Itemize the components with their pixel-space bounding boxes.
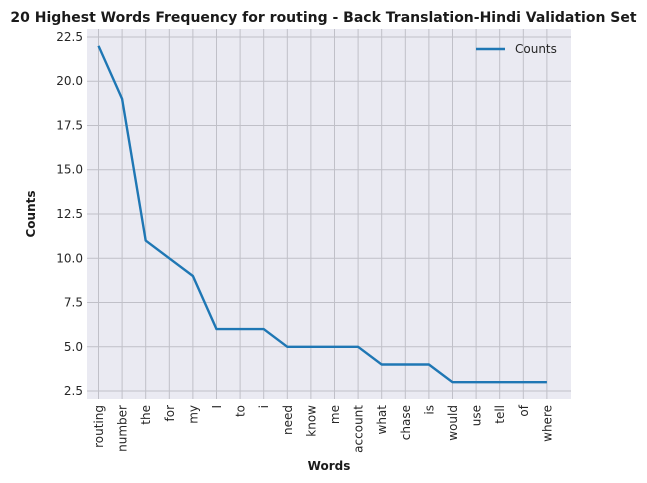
y-tick-label: 22.5: [56, 30, 83, 44]
y-tick-label: 20.0: [56, 74, 83, 88]
series-line-counts: [97, 45, 547, 384]
x-tick-label: where: [540, 405, 554, 442]
x-tick-label: the: [139, 405, 153, 425]
x-tick-label: would: [446, 405, 460, 441]
x-tick-label: is: [422, 405, 436, 415]
y-tick-label: 12.5: [56, 207, 83, 221]
x-tick-label: my: [186, 405, 200, 424]
x-tick-label: i: [257, 405, 271, 408]
x-tick-label: know: [304, 405, 318, 437]
chart-title: 20 Highest Words Frequency for routing -…: [10, 10, 636, 26]
y-tick-label: 2.5: [64, 384, 83, 398]
legend-label-counts: Counts: [515, 42, 557, 56]
y-tick-label: 10.0: [56, 251, 83, 265]
x-tick-label: number: [116, 405, 130, 452]
y-tick-label: 15.0: [56, 163, 83, 177]
x-tick-label: tell: [493, 405, 507, 424]
series-lines: [97, 45, 547, 384]
x-tick-label: I: [210, 405, 224, 409]
x-tick-label: use: [470, 405, 484, 426]
y-axis-label: Counts: [24, 190, 38, 237]
y-tick-label: 17.5: [56, 118, 83, 132]
y-tick-label: 7.5: [64, 296, 83, 310]
x-tick-label: chase: [399, 405, 413, 440]
x-tick-label: need: [281, 405, 295, 435]
x-tick-label: me: [328, 405, 342, 424]
y-tick-label: 5.0: [64, 340, 83, 354]
x-tick-label: for: [163, 405, 177, 422]
x-tick-label: what: [375, 405, 389, 435]
x-tick-label: routing: [92, 405, 106, 448]
x-tick-label: to: [234, 405, 248, 417]
legend: Counts: [476, 42, 557, 56]
y-tick-labels: 2.5 5.0 7.5 10.0 12.5 15.0 17.5 20.0 22.5: [56, 30, 83, 398]
x-axis-label: Words: [308, 459, 351, 473]
x-tick-label: account: [352, 405, 366, 453]
x-tick-label: of: [517, 404, 531, 416]
